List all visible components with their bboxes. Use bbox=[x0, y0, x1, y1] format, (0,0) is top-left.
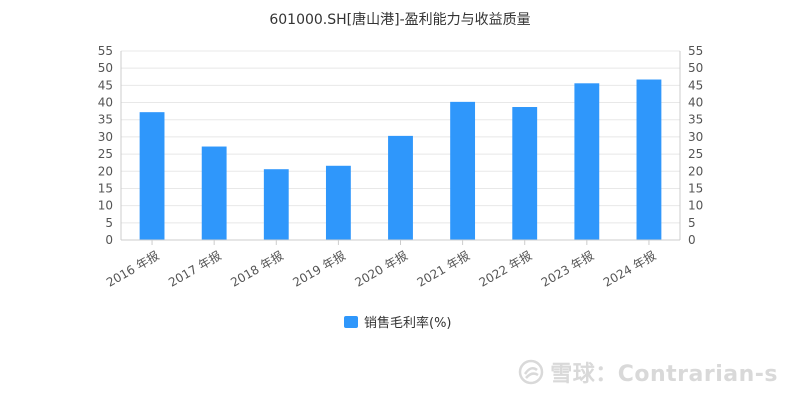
y-tick-label-left: 45 bbox=[98, 78, 113, 92]
y-tick-label-left: 50 bbox=[98, 61, 113, 75]
y-tick-label-right: 0 bbox=[688, 233, 696, 247]
bar bbox=[574, 83, 600, 240]
x-tick-label: 2016 年报 bbox=[104, 248, 162, 290]
y-tick-label-left: 40 bbox=[98, 96, 113, 110]
y-tick-label-right: 55 bbox=[688, 44, 703, 58]
x-tick-label: 2019 年报 bbox=[290, 248, 348, 290]
watermark: 雪球：Contrarian-s bbox=[518, 356, 778, 388]
y-tick-label-left: 55 bbox=[98, 44, 113, 58]
x-tick-label: 2017 年报 bbox=[166, 248, 224, 290]
y-tick-label-right: 45 bbox=[688, 78, 703, 92]
y-axis-left: 0 5 10 15 20 25 30 35 40 45 50 55 bbox=[98, 44, 122, 247]
x-tick-label: 2024 年报 bbox=[600, 248, 658, 290]
bar bbox=[450, 101, 476, 240]
x-tick-label: 2022 年报 bbox=[476, 248, 534, 290]
y-axis-right: 0 5 10 15 20 25 30 35 40 45 50 55 bbox=[679, 44, 703, 247]
bars bbox=[139, 79, 662, 240]
y-tick-label-left: 5 bbox=[105, 216, 113, 230]
y-tick-label-left: 30 bbox=[98, 130, 113, 144]
y-tick-label-right: 40 bbox=[688, 96, 703, 110]
y-tick-label-left: 10 bbox=[98, 199, 113, 213]
bar bbox=[512, 107, 538, 240]
y-tick-label-left: 0 bbox=[105, 233, 113, 247]
y-tick-label-right: 50 bbox=[688, 61, 703, 75]
x-tick-label: 2020 年报 bbox=[352, 248, 410, 290]
y-tick-label-right: 20 bbox=[688, 164, 703, 178]
y-tick-label-right: 5 bbox=[688, 216, 696, 230]
y-tick-label-left: 35 bbox=[98, 113, 113, 127]
y-tick-label-left: 15 bbox=[98, 181, 113, 195]
x-tick-label: 2023 年报 bbox=[538, 248, 596, 290]
y-tick-label-right: 35 bbox=[688, 113, 703, 127]
snowball-logo-icon bbox=[518, 359, 544, 385]
bar bbox=[388, 135, 413, 240]
bar bbox=[325, 165, 351, 240]
y-tick-label-right: 15 bbox=[688, 181, 703, 195]
y-tick-label-right: 10 bbox=[688, 199, 703, 213]
legend[interactable]: 销售毛利率(%) bbox=[344, 315, 452, 331]
x-tick-label: 2018 年报 bbox=[228, 248, 286, 290]
watermark-text: 雪球：Contrarian-s bbox=[550, 362, 778, 387]
x-tick-label: 2021 年报 bbox=[414, 248, 472, 290]
y-tick-label-right: 25 bbox=[688, 147, 703, 161]
y-tick-label-left: 20 bbox=[98, 164, 113, 178]
y-tick-label-left: 25 bbox=[98, 147, 113, 161]
bar bbox=[201, 146, 227, 240]
y-tick-label-right: 30 bbox=[688, 130, 703, 144]
chart-title: 601000.SH[唐山港]-盈利能力与收益质量 bbox=[269, 11, 530, 28]
x-axis: 2016 年报 2017 年报 2018 年报 2019 年报 2020 年报 2021 … bbox=[104, 239, 680, 290]
bar bbox=[263, 169, 289, 240]
bar bbox=[636, 79, 662, 240]
legend-swatch[interactable] bbox=[344, 316, 358, 328]
bar bbox=[139, 112, 165, 240]
legend-label[interactable]: 销售毛利率(%) bbox=[364, 315, 452, 331]
